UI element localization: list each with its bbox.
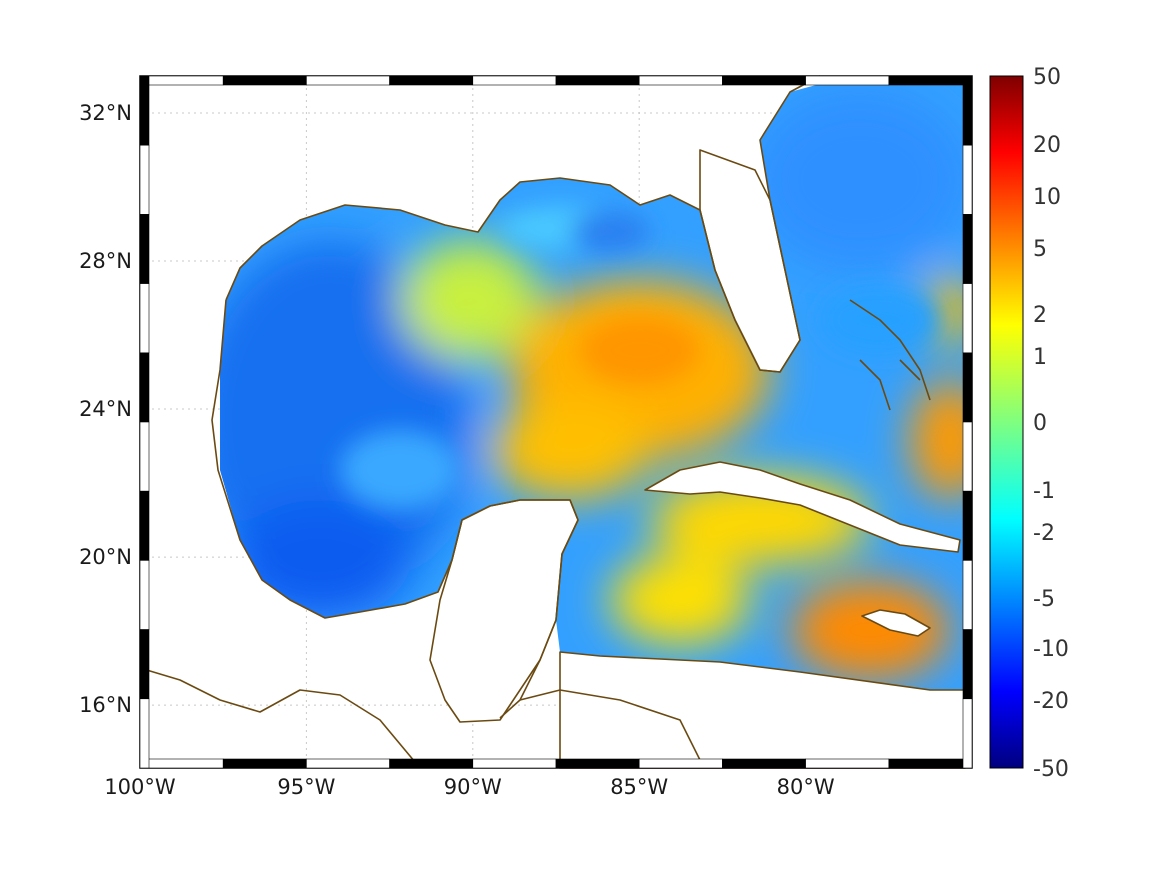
frame-segment: [139, 560, 150, 630]
longitude-tick-label: 85°W: [610, 775, 668, 799]
latitude-tick-label: 32°N: [79, 101, 132, 125]
heatmap-cell-loop-core: [580, 315, 700, 385]
colorbar-tick-label: -1: [1033, 479, 1055, 504]
colorbar-tick-label: -2: [1033, 521, 1055, 546]
frame-segment: [722, 758, 806, 769]
heatmap-cell-shelf: [400, 240, 540, 360]
latitude-labels: 32°N 28°N 24°N 20°N 16°N: [79, 101, 132, 717]
heatmap-cell-jamaica: [790, 580, 950, 680]
latitude-tick-label: 20°N: [79, 545, 132, 569]
frame-segment: [888, 75, 973, 86]
heatmap-cell-atlantic: [750, 90, 965, 270]
coastline-honduras: [519, 689, 701, 761]
frame-segment: [962, 352, 973, 423]
jamaica-landmass: [861, 609, 931, 637]
frame-segment: [472, 758, 557, 769]
frame-segment: [638, 758, 723, 769]
frame-segment: [389, 758, 474, 769]
frame-segment: [638, 75, 723, 86]
frame-segment: [805, 758, 890, 769]
heatmap-cell-bay-of-campeche: [230, 500, 410, 620]
colorbar-tick-label: 0: [1033, 411, 1047, 436]
longitude-labels: 100°W 95°W 90°W 85°W 80°W: [104, 775, 835, 799]
frame-segment: [962, 75, 973, 146]
colorbar-tick-label: 5: [1033, 237, 1047, 262]
heatmap-cell-caribbean-west: [610, 555, 750, 645]
heatmap-cell-mid-west: [340, 430, 460, 510]
heatmap-cell-yucatan-channel: [490, 400, 650, 500]
colorbar-tick-label: 10: [1033, 185, 1061, 210]
latitude-tick-label: 16°N: [79, 693, 132, 717]
latitude-tick-label: 28°N: [79, 249, 132, 273]
frame-segment: [139, 698, 150, 769]
longitude-tick-label: 80°W: [777, 775, 835, 799]
frame-segment: [222, 75, 307, 86]
longitude-tick-label: 90°W: [444, 775, 502, 799]
coastline-gulf-north: [225, 75, 821, 373]
frame-segment: [962, 283, 973, 354]
frame-segment: [139, 283, 150, 354]
frame-segment: [805, 75, 890, 86]
frame-segment: [722, 75, 806, 86]
heatmap-cell-east-edge: [910, 380, 965, 500]
frame-segment: [888, 758, 973, 769]
colorbar-tick-label: 2: [1033, 303, 1047, 328]
frame-segment: [962, 421, 973, 492]
frame-segment: [139, 352, 150, 423]
frame-segment: [555, 75, 640, 86]
frame-segment: [139, 75, 150, 146]
latitude-tick-label: 24°N: [79, 397, 132, 421]
longitude-tick-label: 95°W: [277, 775, 335, 799]
frame-segment: [389, 75, 474, 86]
longitude-tick-label: 100°W: [104, 775, 176, 799]
frame-segment: [962, 144, 973, 215]
frame-segment: [962, 490, 973, 561]
frame-segment: [139, 421, 150, 492]
frame-segment: [962, 629, 973, 700]
frame-segment: [555, 758, 640, 769]
coastline-mexico: [211, 299, 579, 719]
frame-segment: [306, 758, 390, 769]
colorbar-tick-label: -50: [1033, 757, 1069, 782]
colorbar-tick-label: 1: [1033, 345, 1047, 370]
colorbar-tick-label: 20: [1033, 133, 1061, 158]
frame-segment: [139, 214, 150, 284]
frame-segment: [139, 758, 224, 769]
cuba-landmass: [644, 461, 961, 553]
colorbar-tick-label: -5: [1033, 587, 1055, 612]
frame-segment: [962, 698, 973, 769]
frame-segment: [306, 75, 390, 86]
frame-segment: [962, 214, 973, 284]
coastline-pacific: [139, 667, 421, 769]
frame-segment: [139, 144, 150, 215]
frame-segment: [472, 75, 557, 86]
colorbar-gradient: [989, 75, 1024, 769]
frame-segment: [222, 758, 307, 769]
colorbar-tick-label: -10: [1033, 637, 1069, 662]
frame-segment: [139, 75, 224, 86]
heatmap-cell-apalachee: [570, 212, 650, 252]
frame-segment: [139, 629, 150, 700]
colorbar-tick-label: 50: [1033, 65, 1061, 90]
frame-checker-border: [139, 75, 973, 769]
frame-segment: [962, 560, 973, 630]
colorbar-tick-label: -20: [1033, 689, 1069, 714]
frame-segment: [139, 490, 150, 561]
coastline-bahamas: [849, 299, 931, 411]
coastlines: [139, 75, 931, 769]
